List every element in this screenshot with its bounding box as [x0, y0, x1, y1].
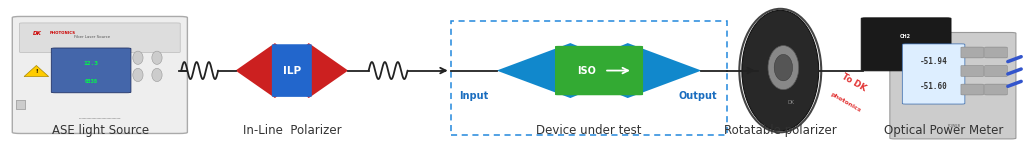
Ellipse shape	[774, 54, 793, 81]
Polygon shape	[25, 66, 49, 77]
FancyBboxPatch shape	[19, 23, 180, 52]
Text: To DK: To DK	[840, 72, 867, 93]
Text: CH2: CH2	[900, 34, 911, 39]
Text: -51.94: -51.94	[920, 57, 947, 66]
FancyBboxPatch shape	[961, 66, 983, 76]
FancyBboxPatch shape	[271, 44, 311, 97]
FancyBboxPatch shape	[890, 32, 1016, 139]
FancyBboxPatch shape	[985, 66, 1008, 76]
Ellipse shape	[133, 68, 143, 82]
Text: ISO: ISO	[578, 66, 596, 76]
FancyBboxPatch shape	[961, 47, 983, 58]
Text: 12.3: 12.3	[84, 61, 98, 66]
Text: !: !	[35, 69, 38, 74]
Text: ASE light Source: ASE light Source	[52, 124, 148, 137]
Polygon shape	[295, 43, 348, 98]
Text: DK: DK	[787, 100, 794, 105]
Text: Output: Output	[678, 91, 717, 101]
Text: ─────────────────────────────────: ─────────────────────────────────	[79, 118, 121, 119]
Text: 0338: 0338	[85, 79, 97, 84]
Text: photonics: photonics	[829, 92, 862, 114]
FancyBboxPatch shape	[16, 100, 26, 110]
Text: Input: Input	[459, 91, 488, 101]
Polygon shape	[236, 43, 289, 98]
Ellipse shape	[152, 51, 162, 64]
Polygon shape	[497, 43, 594, 98]
Text: ILP: ILP	[283, 66, 301, 76]
Text: Fiber Laser Source: Fiber Laser Source	[74, 35, 110, 39]
Text: Optical Power Meter: Optical Power Meter	[885, 124, 1004, 137]
Text: DK: DK	[33, 31, 42, 36]
FancyBboxPatch shape	[861, 18, 951, 71]
FancyBboxPatch shape	[902, 44, 965, 104]
Ellipse shape	[133, 51, 143, 64]
Text: PHOTONICS: PHOTONICS	[49, 31, 75, 35]
FancyBboxPatch shape	[985, 47, 1008, 58]
FancyBboxPatch shape	[51, 48, 131, 93]
FancyBboxPatch shape	[961, 84, 983, 95]
FancyBboxPatch shape	[555, 46, 643, 95]
Text: Device under test: Device under test	[536, 124, 642, 137]
Ellipse shape	[768, 46, 799, 90]
Ellipse shape	[152, 68, 162, 82]
FancyBboxPatch shape	[985, 84, 1008, 95]
Ellipse shape	[741, 10, 819, 131]
Polygon shape	[604, 43, 701, 98]
Text: -51.60: -51.60	[920, 82, 947, 91]
Text: In-Line  Polarizer: In-Line Polarizer	[243, 124, 341, 137]
Text: POWER: POWER	[948, 124, 961, 128]
Text: Rotatable polarizer: Rotatable polarizer	[724, 124, 837, 137]
FancyBboxPatch shape	[12, 16, 187, 133]
